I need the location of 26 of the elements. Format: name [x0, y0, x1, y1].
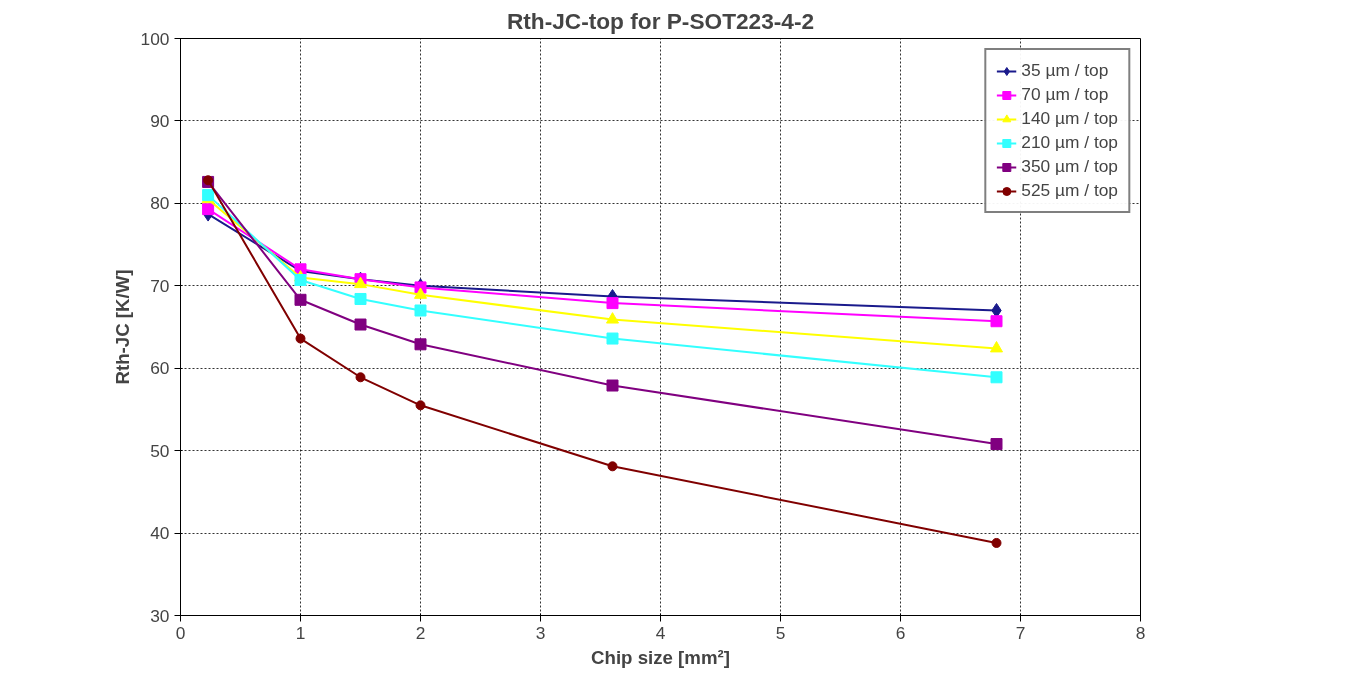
- x-tick-label: 7: [1015, 622, 1026, 643]
- legend-label: 35 µm / top: [1021, 60, 1109, 81]
- y-tick-label: 90: [150, 110, 170, 131]
- legend-label: 70 µm / top: [1021, 84, 1109, 105]
- x-tick-label: 8: [1135, 622, 1146, 643]
- y-tick-label: 80: [150, 193, 170, 214]
- x-tick-label: 4: [655, 622, 666, 643]
- x-tick-label: 2: [415, 622, 426, 643]
- x-tick-label: 5: [775, 622, 786, 643]
- y-axis-title: Rth-JC [K/W]: [111, 269, 133, 385]
- y-tick-label: 70: [150, 275, 170, 296]
- legend-label: 350 µm / top: [1021, 156, 1118, 177]
- legend-label: 140 µm / top: [1021, 108, 1118, 129]
- y-tick-label: 50: [150, 440, 170, 461]
- x-tick-label: 0: [175, 622, 186, 643]
- chart-title: Rth-JC-top for P-SOT223-4-2: [506, 7, 815, 34]
- x-tick-label: 6: [895, 622, 906, 643]
- legend-label: 210 µm / top: [1021, 132, 1118, 153]
- x-tick-label: 1: [295, 622, 306, 643]
- x-tick-label: 3: [535, 622, 546, 643]
- y-tick-label: 100: [140, 28, 170, 49]
- y-tick-label: 40: [150, 523, 170, 544]
- legend-label: 525 µm / top: [1021, 180, 1118, 201]
- y-tick-label: 30: [150, 605, 170, 626]
- y-tick-label: 60: [150, 358, 170, 379]
- x-axis-title: Chip size [mm²]: [591, 646, 730, 668]
